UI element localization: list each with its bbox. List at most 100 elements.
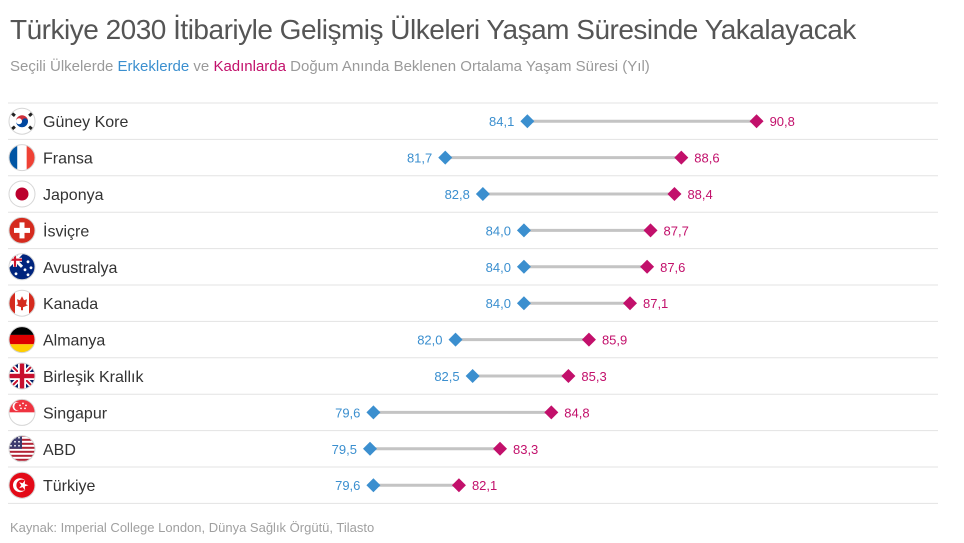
subtitle-suffix: Doğum Anında Beklenen Ortalama Yaşam Sür… <box>286 58 650 75</box>
women-marker <box>492 441 507 456</box>
flag-ring <box>8 216 36 244</box>
flag-part <box>14 440 16 443</box>
germany-flag <box>9 326 35 353</box>
south-korea-flag <box>9 108 35 135</box>
women-marker <box>643 223 658 238</box>
men-marker <box>448 332 463 347</box>
women-marker <box>622 296 637 311</box>
women-value-label: 87,6 <box>660 260 685 275</box>
flag-ring <box>8 362 36 390</box>
switzerland-flag <box>9 217 35 244</box>
flag-part <box>10 436 12 439</box>
men-marker <box>438 150 453 165</box>
flag-part <box>29 266 33 270</box>
chart-row: Birleşik Krallık 82,5 85,3 <box>8 362 938 395</box>
men-value-label: 84,0 <box>486 260 511 275</box>
flag-part <box>23 268 27 272</box>
flag-part <box>15 187 29 201</box>
flag-part <box>16 118 28 128</box>
country-label: Fransa <box>43 151 93 168</box>
men-value-label: 82,5 <box>434 369 459 384</box>
men-marker <box>520 114 535 129</box>
men-value-label: 79,5 <box>332 442 357 457</box>
women-value-label: 82,1 <box>472 478 497 493</box>
flag-part <box>25 404 27 407</box>
flag-part <box>19 480 29 491</box>
chart-row: ABD 79,5 83,3 <box>8 435 938 468</box>
women-marker <box>667 187 682 201</box>
flag-part <box>19 404 21 407</box>
singapore-flag <box>9 399 35 426</box>
country-label: İsviçre <box>43 221 89 240</box>
men-value-label: 84,0 <box>486 223 511 238</box>
flag-part <box>14 444 16 447</box>
country-label: Avustralya <box>43 260 118 277</box>
flag-part <box>13 253 17 267</box>
canada-flag <box>9 290 35 317</box>
flag-ring <box>8 107 36 135</box>
women-value-label: 84,8 <box>564 405 589 420</box>
flag-part <box>22 402 24 405</box>
men-marker <box>516 296 531 311</box>
chart-row: Almanya 82,0 85,9 <box>8 326 938 359</box>
japan-flag <box>9 181 35 207</box>
women-value-label: 83,3 <box>513 442 538 457</box>
usa-flag <box>9 435 35 462</box>
flag-part <box>9 454 35 457</box>
men-marker <box>366 478 381 493</box>
country-label: Japonya <box>43 187 104 204</box>
flag-part <box>9 344 35 353</box>
men-value-label: 84,1 <box>489 114 514 129</box>
flag-part <box>9 450 35 453</box>
country-label: Kanada <box>43 296 98 313</box>
flag-part <box>26 260 30 264</box>
flag-part <box>14 402 23 411</box>
subtitle-prefix: Seçili Ülkelerde <box>10 58 118 75</box>
men-marker <box>465 369 480 383</box>
flag-part <box>9 290 15 317</box>
chart-row: Güney Kore 84,1 90,8 <box>8 107 938 140</box>
men-marker <box>475 187 490 201</box>
women-marker <box>749 114 764 129</box>
men-marker <box>362 441 377 456</box>
flag-part <box>18 436 20 439</box>
flag-ring <box>8 253 36 281</box>
flag-part <box>16 296 28 311</box>
women-value-label: 88,6 <box>694 151 719 166</box>
men-marker <box>366 405 381 420</box>
women-marker <box>451 478 466 493</box>
men-marker <box>516 259 531 274</box>
flag-part <box>24 407 26 410</box>
source-note: Kaynak: Imperial College London, Dünya S… <box>10 520 375 535</box>
subtitle-men-legend: Erkeklerde <box>117 58 190 75</box>
flag-part <box>26 144 35 171</box>
chart-row: Japonya 82,8 88,4 <box>8 180 938 213</box>
country-label: Türkiye <box>43 478 96 495</box>
flag-part <box>10 444 12 447</box>
france-flag <box>9 144 35 171</box>
women-value-label: 85,9 <box>602 333 627 348</box>
flag-part <box>14 227 30 233</box>
subtitle-women-legend: Kadınlarda <box>213 58 286 75</box>
women-value-label: 87,7 <box>664 223 689 238</box>
women-value-label: 85,3 <box>581 369 606 384</box>
country-label: ABD <box>43 442 76 459</box>
flag-part <box>26 273 30 277</box>
flag-part <box>9 373 35 379</box>
women-marker <box>544 405 559 420</box>
men-value-label: 82,0 <box>417 333 442 348</box>
flag-part <box>9 334 35 345</box>
men-marker <box>516 223 531 238</box>
women-marker <box>581 332 596 347</box>
country-label: Singapur <box>43 405 108 422</box>
subtitle-and: ve <box>189 58 214 75</box>
turkey-flag <box>9 472 35 499</box>
flag-part <box>18 440 20 443</box>
flag-part <box>18 444 20 447</box>
men-value-label: 79,6 <box>335 405 360 420</box>
women-value-label: 90,8 <box>770 114 795 129</box>
chart-row: Avustralya 84,0 87,6 <box>8 253 938 286</box>
flag-ring <box>8 326 36 354</box>
women-value-label: 88,4 <box>687 187 712 202</box>
